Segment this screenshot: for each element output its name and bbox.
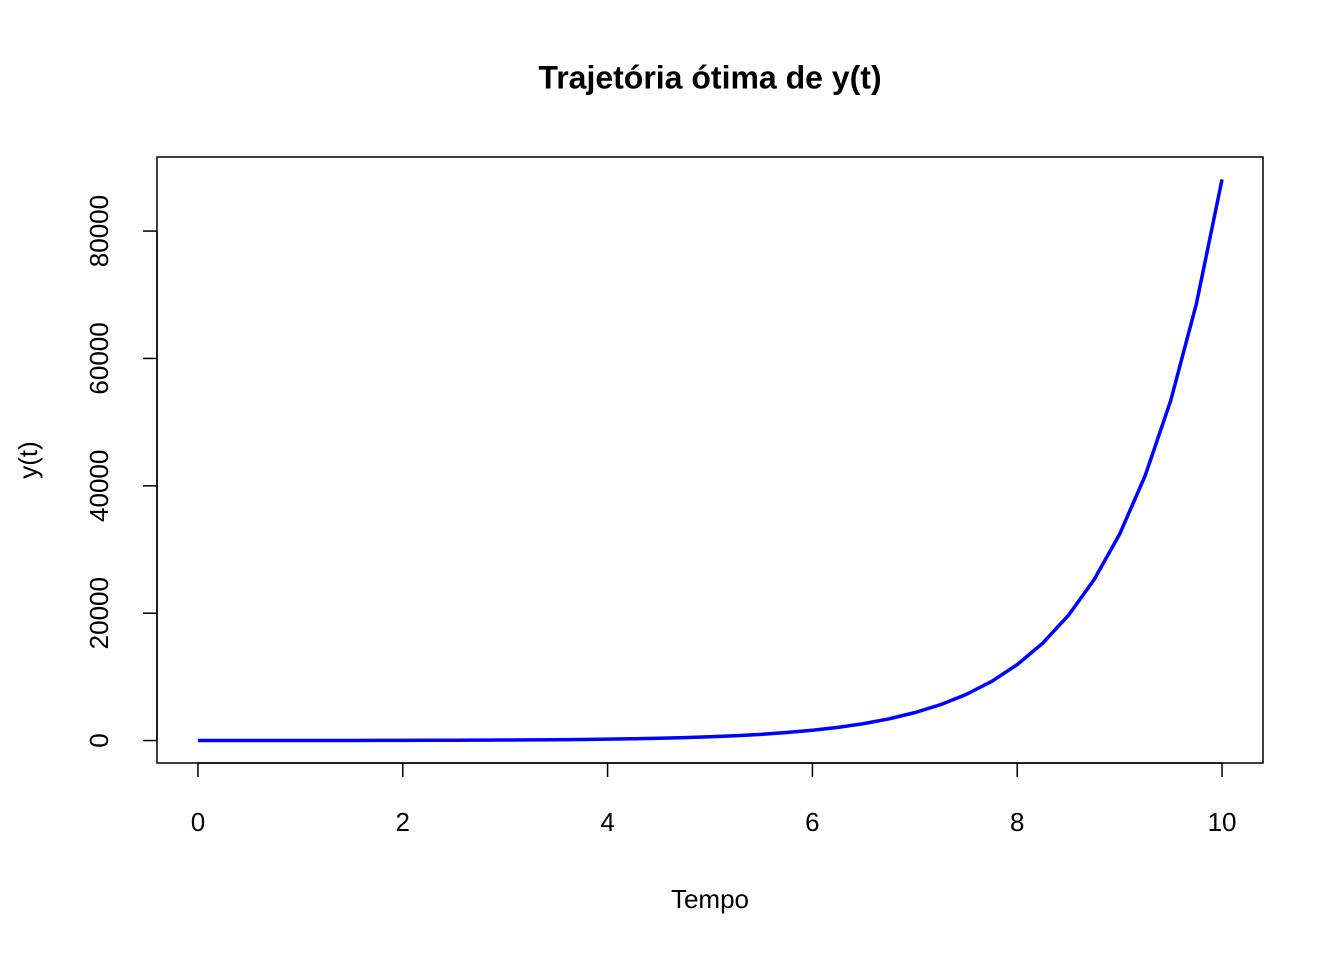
x-tick-label: 4 [600,807,614,837]
x-axis-label: Tempo [671,884,749,914]
y-tick-label: 20000 [84,577,114,649]
x-tick-label: 6 [805,807,819,837]
x-tick-label: 10 [1208,807,1237,837]
y-tick-label: 80000 [84,195,114,267]
y-tick-label: 60000 [84,322,114,394]
y-tick-label: 0 [84,733,114,747]
x-tick-label: 2 [396,807,410,837]
y-tick-label: 40000 [84,450,114,522]
chart-title: Trajetória ótima de y(t) [538,59,881,95]
data-line [197,179,1224,743]
x-tick-label: 8 [1010,807,1024,837]
x-tick-label: 0 [191,807,205,837]
y-axis-label: y(t) [13,441,43,479]
plot-box [156,156,1264,764]
